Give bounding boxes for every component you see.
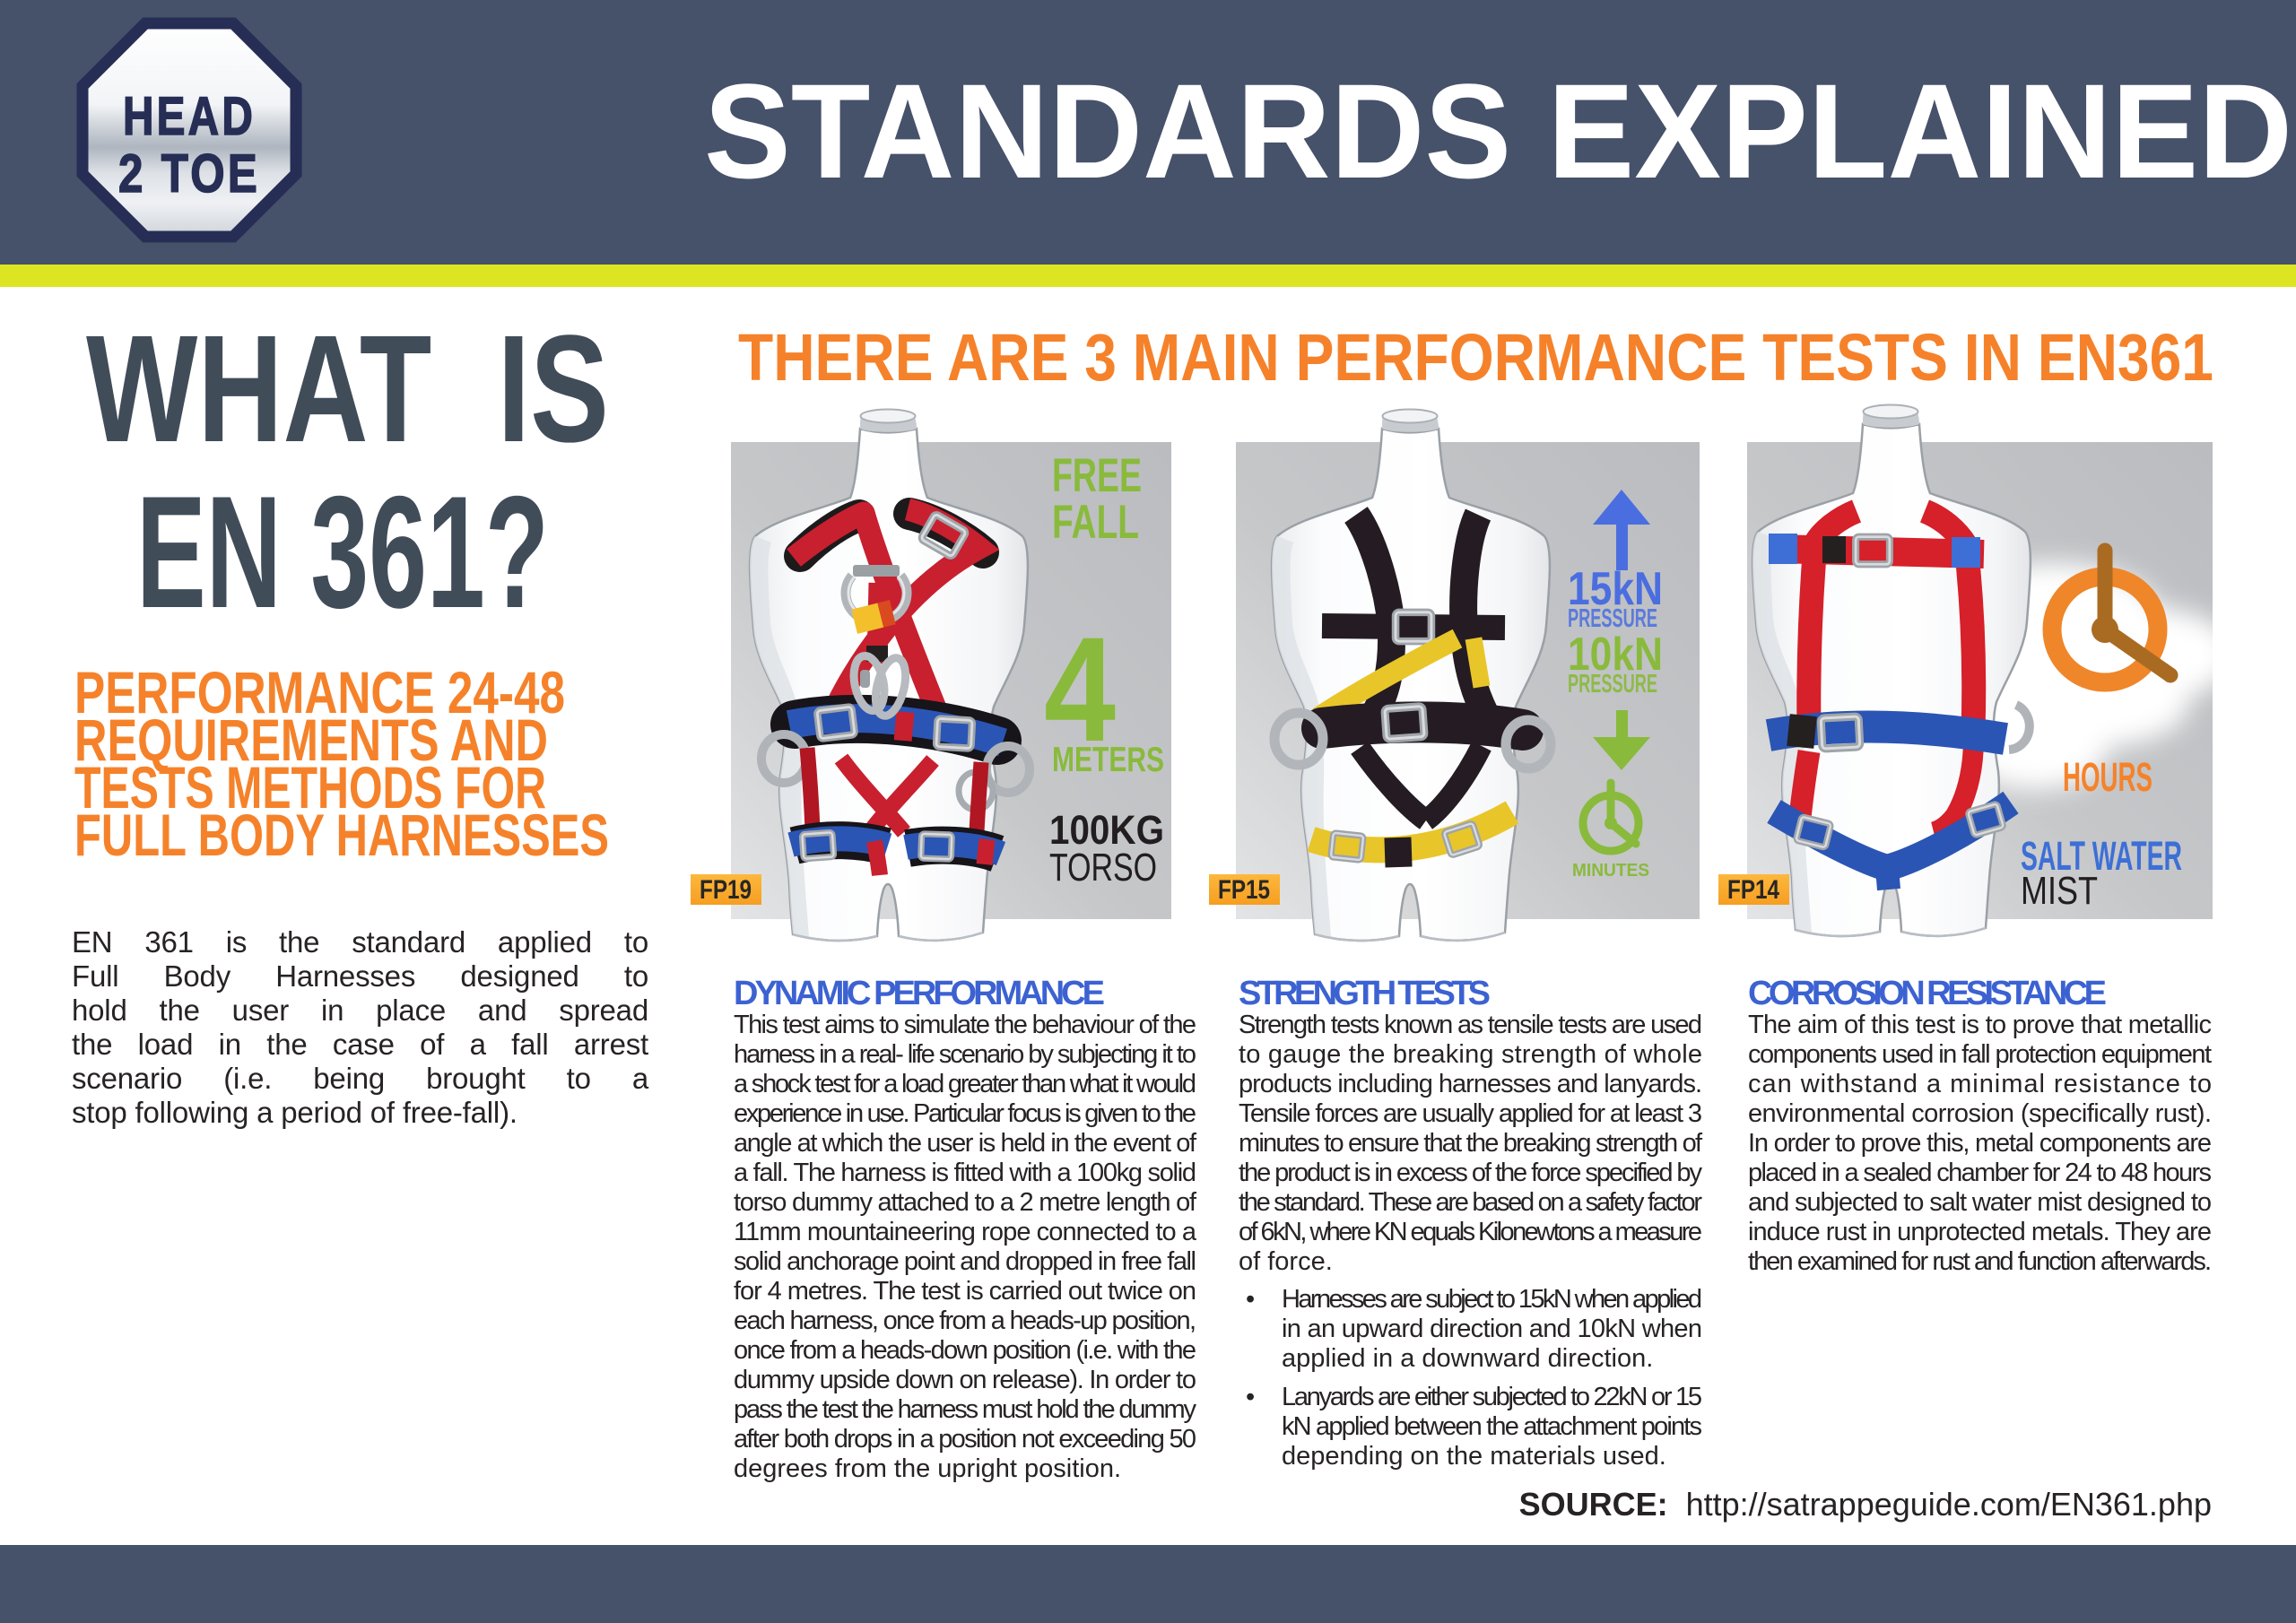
svg-text:THERE ARE 3 MAIN PERFORMANCE T: THERE ARE 3 MAIN PERFORMANCE TESTS IN EN… (738, 320, 2213, 395)
svg-text:4: 4 (1044, 607, 1116, 773)
svg-text:100KG: 100KG (1049, 807, 1164, 853)
svg-text:minutes to ensure that the bre: minutes to ensure that the breaking stre… (1239, 1129, 1703, 1158)
svg-text:a shock test for a load greate: a shock test for a load greater than wha… (734, 1070, 1196, 1098)
svg-text:products including harnesses a: products including harnesses and lanyard… (1239, 1070, 1702, 1098)
svg-text:components used in fall protec: components used in fall protection equip… (1748, 1040, 2212, 1069)
svg-text:a fall. The harness is fitted: a fall. The harness is fitted with a 100… (734, 1159, 1196, 1187)
svg-text:HOURS: HOURS (2063, 754, 2152, 800)
svg-text:In order to prove this, metal: In order to prove this, metal components… (1748, 1129, 2212, 1158)
svg-text:STANDARDS EXPLAINED: STANDARDS EXPLAINED (704, 56, 2292, 206)
svg-text:then examined for rust and fun: then examined for rust and function afte… (1748, 1247, 2212, 1276)
svg-text:of 6kN, where KN equals Kilone: of 6kN, where KN equals Kilonewtons a me… (1239, 1218, 1702, 1246)
svg-text:PRESSURE: PRESSURE (1568, 604, 1657, 633)
svg-text:DYNAMIC PERFORMANCE: DYNAMIC PERFORMANCE (734, 975, 1105, 1012)
svg-text:after both drops in a position: after both drops in a position not excee… (734, 1425, 1196, 1454)
svg-text:can withstand a minimal resist: can withstand a minimal resistance to (1748, 1070, 2212, 1098)
svg-text:MIST: MIST (2021, 869, 2098, 913)
svg-text:FALL: FALL (1052, 496, 1139, 549)
svg-text:experience in use. Particular: experience in use. Particular focus is g… (734, 1099, 1196, 1128)
svg-text:depending on the materials use: depending on the materials used. (1282, 1442, 1666, 1471)
svg-text:Harnesses are subject to 15kN: Harnesses are subject to 15kN when appli… (1282, 1285, 1702, 1314)
svg-text:kN applied between the attachm: kN applied between the attachment points (1282, 1412, 1702, 1441)
svg-text:SOURCE: http://satrappeguide.: SOURCE: http://satrappeguide.com/EN361.p… (1519, 1486, 2212, 1523)
svg-text:HEAD: HEAD (123, 86, 256, 146)
svg-text:The aim of this test is to pro: The aim of this test is to prove that me… (1748, 1011, 2212, 1039)
svg-text:MINUTES: MINUTES (1572, 861, 1649, 881)
svg-text:environmental corrosion (speci: environmental corrosion (specifically ru… (1748, 1099, 2212, 1128)
svg-text:the product is in excess of th: the product is in excess of the force sp… (1239, 1159, 1703, 1187)
svg-text:This test aims to simulate the: This test aims to simulate the behaviour… (734, 1011, 1196, 1039)
svg-text:Tensile forces are usually app: Tensile forces are usually applied for a… (1239, 1099, 1702, 1128)
svg-text:11mm mountaineering rope conne: 11mm mountaineering rope connected to a (734, 1218, 1197, 1246)
svg-text:degrees from the upright posit: degrees from the upright position. (734, 1454, 1121, 1483)
svg-text:CORROSION RESISTANCE: CORROSION RESISTANCE (1748, 975, 2107, 1012)
svg-text:10kN: 10kN (1568, 629, 1663, 681)
svg-text:WHAT IS: WHAT IS (86, 304, 609, 474)
svg-text:solid anchorage point and drop: solid anchorage point and dropped in fre… (734, 1247, 1196, 1276)
svg-text:PRESSURE: PRESSURE (1568, 670, 1657, 699)
svg-text:in an upward direction and 10k: in an upward direction and 10kN when (1282, 1315, 1702, 1343)
svg-text:FULL BODY HARNESSES: FULL BODY HARNESSES (74, 802, 609, 868)
svg-text:STRENGTH TESTS: STRENGTH TESTS (1239, 975, 1491, 1012)
svg-text:TESTS METHODS FOR: TESTS METHODS FOR (74, 754, 546, 820)
svg-text:once from a heads-down positio: once from a heads-down position (i.e. wi… (734, 1336, 1196, 1365)
svg-text:•: • (1246, 1383, 1255, 1411)
svg-text:placed in a sealed chamber for: placed in a sealed chamber for 24 to 48 … (1748, 1159, 2212, 1187)
svg-text:induce rust in unprotected met: induce rust in unprotected metals. They … (1748, 1218, 2212, 1246)
svg-text:dummy upside down on release).: dummy upside down on release). In order … (734, 1366, 1196, 1394)
svg-text:harness in a real- life scenar: harness in a real- life scenario by subj… (734, 1040, 1196, 1069)
svg-text:SALT WATER: SALT WATER (2021, 833, 2182, 879)
svg-text:FP15: FP15 (1218, 875, 1270, 905)
svg-text:TORSO: TORSO (1049, 846, 1157, 890)
svg-text:applied in a downward directio: applied in a downward direction. (1282, 1344, 1653, 1373)
svg-text:EN 361?: EN 361? (136, 463, 549, 641)
svg-text:pass the test the harness must: pass the test the harness must hold the … (734, 1395, 1197, 1424)
svg-text:each harness, once from a head: each harness, once from a heads-up posit… (734, 1306, 1196, 1335)
svg-text:Lanyards are either subjected: Lanyards are either subjected to 22kN or… (1282, 1383, 1702, 1411)
svg-text:FP19: FP19 (700, 875, 752, 905)
svg-text:to gauge the breaking strength: to gauge the breaking strength of whole (1239, 1040, 1702, 1069)
svg-text:angle at which the user is hel: angle at which the user is held in the e… (734, 1129, 1197, 1158)
svg-text:of force.: of force. (1239, 1247, 1333, 1276)
svg-text:PERFORMANCE 24-48: PERFORMANCE 24-48 (74, 659, 565, 725)
svg-text:REQUIREMENTS AND: REQUIREMENTS AND (74, 707, 548, 773)
svg-text:FP14: FP14 (1727, 875, 1779, 905)
svg-text:for 4 metres. The test is carr: for 4 metres. The test is carried out tw… (734, 1277, 1196, 1306)
svg-text:Strength tests known as tensil: Strength tests known as tensile tests ar… (1239, 1011, 1702, 1039)
svg-text:2 TOE: 2 TOE (118, 143, 260, 204)
svg-text:and subjected to salt water mi: and subjected to salt water mist designe… (1748, 1188, 2212, 1217)
svg-text:15kN: 15kN (1568, 563, 1663, 615)
svg-text:torso dummy attached to a 2 me: torso dummy attached to a 2 metre length… (734, 1188, 1197, 1217)
svg-text:FREE: FREE (1052, 449, 1142, 502)
svg-text:•: • (1246, 1285, 1255, 1314)
svg-text:the standard. These are based: the standard. These are based on a safet… (1239, 1188, 1702, 1217)
svg-text:METERS: METERS (1052, 741, 1164, 779)
